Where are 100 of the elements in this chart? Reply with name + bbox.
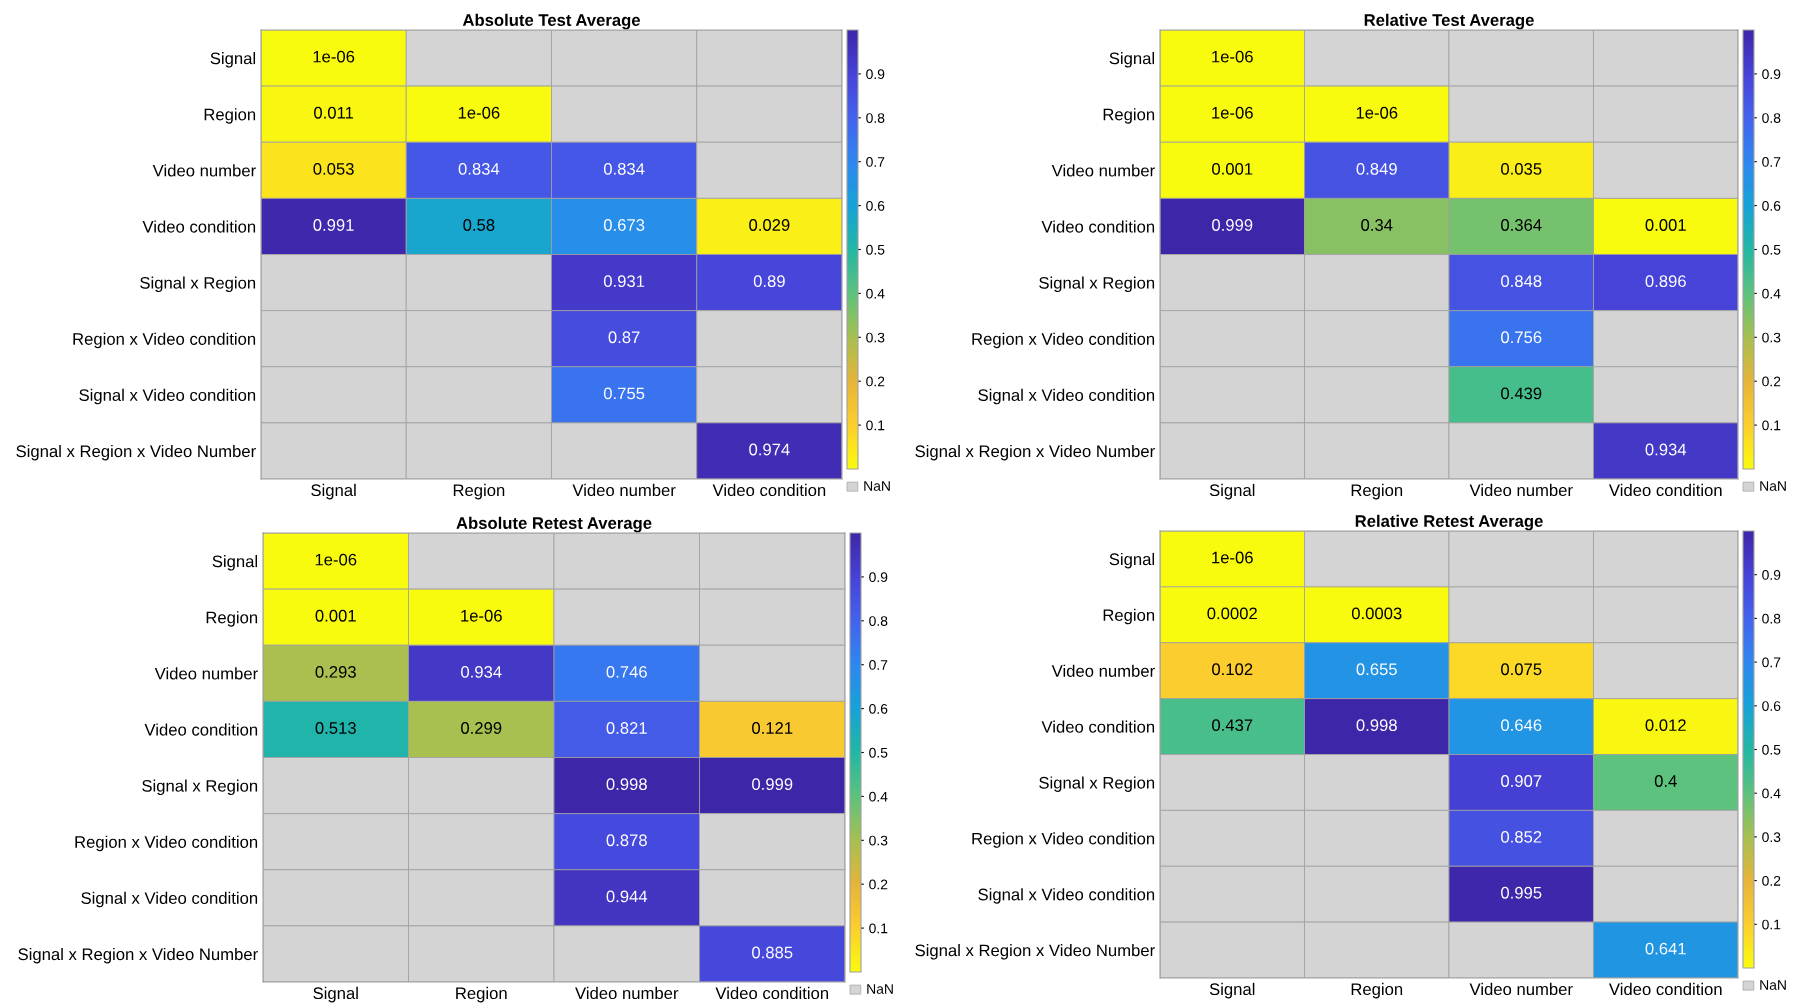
- data-label: 0.834: [603, 162, 645, 175]
- color-bar-label: 0.9: [866, 69, 885, 80]
- x-tick-label: Signal: [1209, 483, 1255, 500]
- y-tick-label: Signal x Video condition: [978, 888, 1155, 904]
- data-label: 0.012: [1645, 719, 1686, 732]
- y-tick-label: Signal x Video condition: [978, 388, 1155, 405]
- data-label: 0.998: [606, 778, 647, 791]
- data-label: 0.944: [606, 890, 648, 903]
- color-bar-label: 0.8: [1762, 613, 1781, 624]
- data-label: 0.011: [314, 106, 354, 119]
- data-label: 0.0003: [1351, 607, 1402, 620]
- data-label: 0.58: [463, 219, 495, 231]
- x-tick-label: Video condition: [715, 986, 829, 1000]
- y-tick-label: Video condition: [142, 220, 256, 233]
- x-tick-label: Video number: [572, 483, 676, 497]
- data-label: 0.821: [606, 722, 647, 734]
- data-label: 1e-06: [315, 553, 357, 566]
- y-tick-label: Video number: [1051, 664, 1155, 677]
- x-tick-label: Video condition: [1608, 982, 1722, 996]
- data-label: 0.974: [749, 443, 790, 456]
- data-label: 0.673: [603, 219, 645, 231]
- data-label: 0.299: [461, 722, 502, 734]
- color-bar-label: 0.8: [866, 113, 885, 123]
- x-tick-label: Region: [453, 483, 505, 500]
- data-label: 0.001: [315, 609, 356, 622]
- data-label: 0.053: [313, 162, 354, 175]
- color-bar-label: 0.2: [1762, 376, 1781, 387]
- data-label: 0.001: [1212, 162, 1253, 175]
- data-label: 0.513: [315, 722, 356, 734]
- data-label: 0.89: [753, 275, 785, 288]
- y-tick-label: Region: [1103, 108, 1155, 124]
- x-tick-label: Signal: [313, 986, 358, 1003]
- y-tick-label: Region: [206, 611, 258, 627]
- x-tick-label: Video number: [1469, 483, 1573, 497]
- color-bar-label: 0.1: [869, 923, 888, 934]
- data-label: 0.0002: [1207, 607, 1257, 620]
- y-tick-label: Region x Video condition: [73, 332, 256, 349]
- color-bar-label: 0.3: [866, 332, 885, 343]
- data-label: 0.834: [458, 162, 500, 175]
- x-tick-label: Video condition: [1608, 483, 1722, 497]
- x-tick-label: Region: [1351, 483, 1403, 500]
- data-label: 0.907: [1501, 775, 1542, 787]
- data-label: 1e-06: [1212, 551, 1253, 564]
- color-bar-label: 0.5: [1762, 744, 1781, 755]
- data-label: 0.641: [1645, 942, 1686, 955]
- data-label: 0.293: [315, 665, 356, 678]
- color-bar-label: 0.6: [869, 703, 888, 714]
- color-bar-label: 0.3: [869, 835, 888, 846]
- x-tick-label: Video number: [1469, 982, 1573, 996]
- data-label: 0.849: [1356, 162, 1397, 175]
- data-label: 0.746: [606, 665, 647, 678]
- data-label: 0.4: [1654, 775, 1677, 787]
- color-bar-label: 0.6: [1762, 200, 1781, 211]
- x-tick-label: Signal: [1209, 982, 1255, 999]
- y-tick-label: Signal x Region: [1039, 276, 1155, 293]
- color-bar-label: 0.7: [1762, 157, 1781, 167]
- data-label: 1e-06: [313, 50, 355, 63]
- data-label: 1e-06: [1212, 106, 1253, 119]
- data-label: 0.931: [603, 275, 645, 288]
- y-tick-label: Signal: [1109, 552, 1155, 569]
- color-bar-label: 0.7: [869, 660, 888, 670]
- color-bar-label: 0.4: [869, 791, 888, 802]
- y-tick-label: Video number: [1051, 164, 1155, 177]
- y-tick-label: Region x Video condition: [75, 835, 258, 852]
- y-tick-label: Signal x Region x Video Number: [18, 947, 258, 964]
- color-bar-label: 0.8: [1762, 113, 1781, 123]
- color-bar-label: 0.1: [1762, 919, 1781, 930]
- y-tick-label: Signal x Region x Video Number: [915, 444, 1155, 461]
- data-label: 0.878: [606, 834, 647, 847]
- data-label: 0.646: [1501, 719, 1542, 732]
- y-tick-label: Region: [1103, 608, 1155, 625]
- color-bar-label: 0.9: [1762, 69, 1781, 80]
- color-bar-label: 0.3: [1762, 832, 1781, 843]
- data-label: 0.755: [603, 387, 645, 400]
- data-label: 0.121: [752, 722, 793, 734]
- data-label: 0.437: [1212, 719, 1253, 732]
- y-tick-label: Signal x Video condition: [81, 891, 258, 908]
- data-label: 0.439: [1501, 387, 1542, 400]
- x-tick-label: Video number: [575, 986, 679, 1000]
- data-label: 0.896: [1645, 275, 1686, 288]
- x-tick-label: Region: [1351, 982, 1403, 999]
- data-label: 0.995: [1501, 886, 1542, 899]
- text: NaN: [867, 984, 893, 994]
- y-tick-label: Signal: [212, 555, 258, 571]
- chart-title: Absolute Test Average: [462, 13, 640, 30]
- color-bar-label: 0.6: [1762, 701, 1781, 711]
- color-bar-label: 0.4: [1762, 788, 1781, 799]
- color-bar-label: 0.5: [866, 244, 885, 255]
- color-bar-label: 0.2: [1762, 875, 1781, 886]
- data-label: 0.998: [1356, 719, 1397, 732]
- x-tick-label: Signal: [311, 483, 356, 500]
- y-tick-label: Signal: [1109, 52, 1155, 68]
- data-label: 0.001: [1645, 219, 1686, 231]
- x-tick-label: Video condition: [712, 483, 826, 497]
- data-label: 0.999: [1212, 219, 1253, 231]
- data-label: 1e-06: [1212, 50, 1253, 63]
- text: NaN: [1760, 980, 1786, 990]
- color-bar-label: 0.5: [1762, 244, 1781, 255]
- y-tick-label: Video number: [154, 667, 258, 680]
- x-tick-label: Region: [456, 986, 507, 1003]
